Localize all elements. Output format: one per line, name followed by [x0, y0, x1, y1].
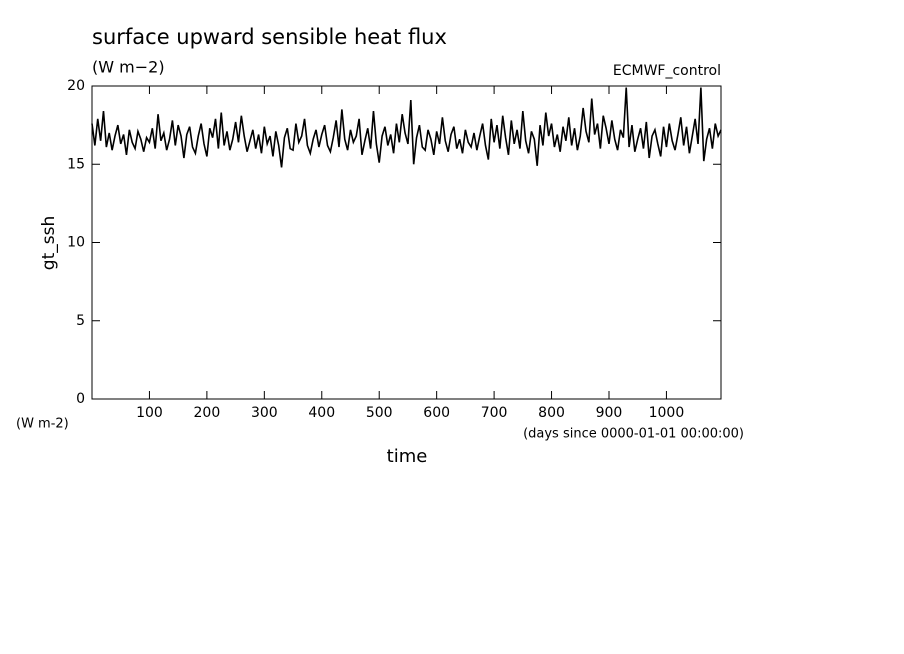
y-axis-label: gt_ssh	[39, 216, 59, 270]
x-tick-label: 700	[481, 405, 508, 421]
x-tick-label: 500	[366, 405, 393, 421]
chart-title: surface upward sensible heat flux	[92, 25, 447, 49]
x-tick-label: 100	[136, 405, 163, 421]
chart-subtitle: (W m−2)	[92, 58, 165, 77]
x-tick-label: 800	[538, 405, 565, 421]
x-tick-label: 1000	[649, 405, 685, 421]
x-tick-label: 300	[251, 405, 278, 421]
y-axis-unit: (W m-2)	[16, 417, 69, 432]
plot-frame	[91, 85, 722, 400]
y-tick-label: 15	[67, 156, 85, 172]
x-tick-label: 200	[194, 405, 221, 421]
data-line	[91, 87, 722, 168]
x-axis-unit: (days since 0000-01-01 00:00:00)	[523, 427, 744, 442]
y-tick-label: 10	[67, 235, 85, 251]
y-tick-label: 0	[76, 391, 85, 407]
y-tick-label: 20	[67, 78, 85, 94]
x-tick-label: 400	[308, 405, 335, 421]
x-tick-label: 900	[596, 405, 623, 421]
x-axis-label: time	[387, 446, 428, 467]
x-tick-label: 600	[423, 405, 450, 421]
annotation: ECMWF_control	[613, 63, 721, 79]
y-tick-label: 5	[76, 313, 85, 329]
